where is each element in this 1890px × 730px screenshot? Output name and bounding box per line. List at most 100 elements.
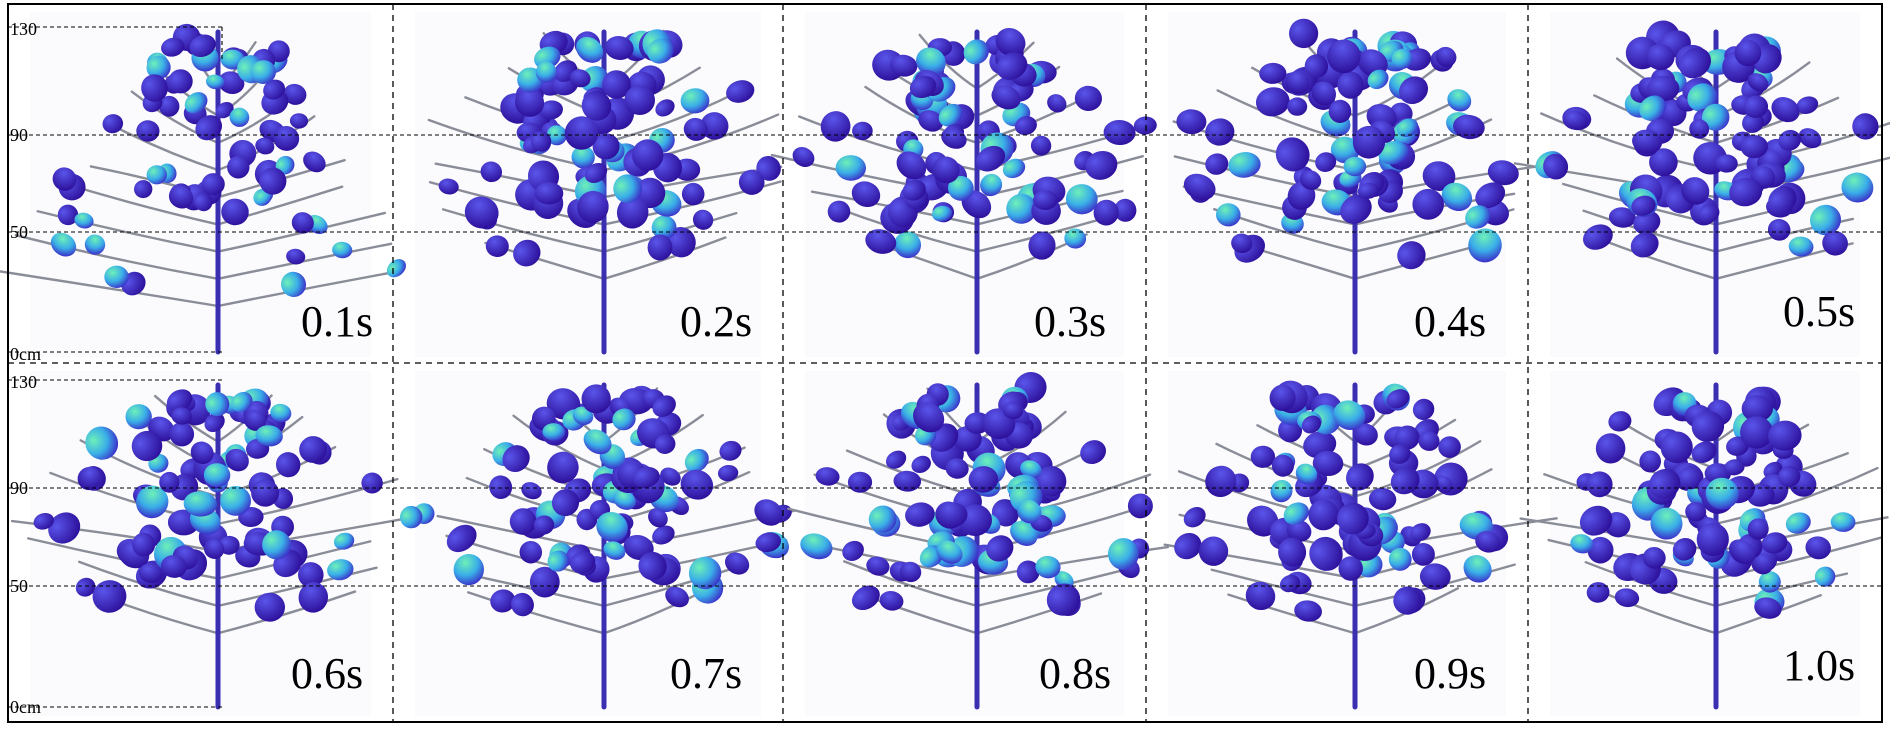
leaf	[652, 395, 676, 418]
leaf	[534, 182, 564, 205]
leaf	[1614, 588, 1640, 608]
leaf	[692, 209, 714, 230]
leaf	[1014, 116, 1037, 136]
leaf	[298, 582, 329, 613]
leaf	[842, 540, 864, 561]
leaf	[160, 555, 187, 578]
leaf	[530, 130, 552, 152]
leaf	[1002, 402, 1024, 420]
leaf	[215, 101, 234, 119]
leaf	[1685, 501, 1707, 522]
branch	[1596, 589, 1718, 635]
leaf	[1327, 39, 1361, 74]
leaf	[1255, 87, 1290, 117]
leaf	[648, 508, 668, 528]
leaf	[220, 485, 251, 516]
leaf	[717, 464, 739, 482]
time-label: 0.4s	[1414, 297, 1486, 346]
leaf	[52, 167, 77, 191]
leaf	[1646, 75, 1680, 102]
leaf	[1046, 583, 1081, 616]
y-tick-0: 0cm	[10, 344, 41, 364]
leaf	[948, 175, 974, 201]
leaf	[603, 541, 626, 560]
leaf	[386, 259, 406, 278]
leaf	[1278, 537, 1307, 567]
leaf	[1353, 423, 1378, 446]
leaf	[190, 441, 214, 465]
leaf	[1740, 416, 1774, 449]
leaf	[1183, 507, 1206, 528]
leaf	[945, 458, 969, 479]
leaf	[194, 192, 213, 212]
leaf	[169, 421, 195, 447]
height-gridlines	[8, 26, 1882, 708]
leaf	[1016, 560, 1040, 584]
leaf	[1438, 436, 1461, 458]
leaf	[183, 491, 217, 517]
leaf	[146, 55, 171, 80]
leaf	[1691, 410, 1725, 442]
leaf	[584, 163, 608, 183]
plant-model	[10, 382, 435, 710]
leaf	[868, 505, 897, 533]
leaf	[724, 552, 750, 575]
leaf	[624, 85, 655, 116]
leaf	[1308, 499, 1339, 531]
branch	[975, 592, 1103, 635]
leaf	[890, 54, 918, 77]
leaf	[1639, 450, 1662, 473]
leaf	[1411, 542, 1435, 566]
leaf	[1304, 54, 1329, 78]
leaf	[632, 466, 660, 488]
leaf	[255, 425, 283, 447]
y-tick-50: 50	[10, 576, 28, 596]
y-tick-50: 50	[10, 222, 28, 242]
leaf	[1198, 536, 1229, 566]
time-label: 0.6s	[291, 649, 363, 698]
leaf	[1035, 555, 1061, 579]
leaf	[204, 412, 225, 433]
leaf	[1841, 172, 1874, 203]
leaf	[1747, 73, 1769, 92]
leaf	[911, 455, 931, 474]
leaf	[1741, 395, 1773, 422]
leaf	[1133, 116, 1157, 135]
leaf	[1852, 113, 1879, 140]
leaf	[327, 559, 354, 581]
leaf	[1085, 150, 1118, 180]
leaf	[647, 234, 673, 261]
leaf	[1728, 539, 1756, 565]
leaf	[1586, 471, 1613, 498]
time-label: 0.3s	[1034, 297, 1106, 346]
leaf	[1269, 384, 1296, 411]
leaf	[205, 392, 230, 417]
leaf	[262, 530, 291, 560]
leaf	[572, 406, 594, 426]
leaf	[1768, 186, 1797, 214]
time-label: 0.5s	[1783, 287, 1855, 336]
leaf	[1579, 505, 1613, 536]
leaf	[1763, 461, 1783, 479]
branch	[843, 560, 979, 608]
leaf	[514, 88, 545, 117]
leaf	[1768, 420, 1802, 451]
leaf	[1418, 431, 1440, 451]
leaf	[1447, 89, 1472, 112]
y-tick-130: 130	[10, 372, 37, 392]
leaf	[1582, 224, 1613, 250]
leaf	[1245, 581, 1276, 611]
leaf	[938, 103, 963, 127]
leaf	[1036, 465, 1067, 497]
leaf	[995, 28, 1026, 57]
leaf	[681, 182, 705, 206]
leaf	[631, 139, 664, 171]
leaf	[885, 450, 907, 469]
leaf	[1696, 522, 1729, 557]
leaf	[171, 407, 192, 425]
leaf	[221, 198, 249, 226]
leaf	[991, 499, 1019, 527]
leaf	[1002, 158, 1026, 179]
leaf	[146, 165, 167, 185]
leaf	[1689, 119, 1710, 139]
